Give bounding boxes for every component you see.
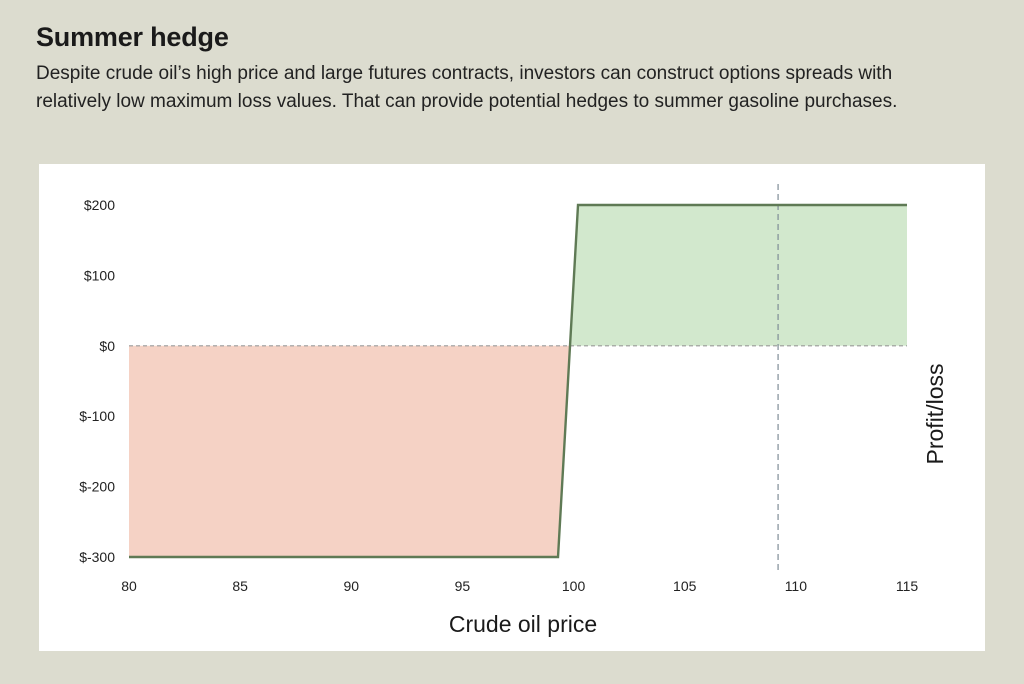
- x-tick-label: 100: [562, 578, 586, 594]
- reference-lines: [129, 184, 907, 571]
- y-tick-labels: $200 $100 $0 $-100 $-200 $-300: [79, 197, 115, 565]
- loss-area: [129, 345, 570, 557]
- series-layer: [129, 203, 907, 559]
- y-tick-label: $100: [84, 267, 115, 283]
- x-tick-label: 110: [785, 578, 808, 594]
- x-tick-label: 90: [343, 578, 359, 594]
- x-tick-label: 105: [673, 578, 697, 594]
- y-tick-label: $-300: [79, 549, 115, 565]
- x-tick-labels: 80 85 90 95 100 105 110 115: [121, 578, 918, 594]
- payoff-chart: 80 85 90 95 100 105 110 115 $200 $100 $0 $-100 $-20…: [79, 184, 948, 637]
- chart-title: Summer hedge: [36, 22, 229, 52]
- x-tick-label: 85: [232, 578, 248, 594]
- profit-area: [569, 205, 907, 346]
- y-tick-label: $200: [84, 197, 115, 213]
- payoff-line: [129, 203, 907, 559]
- chart-subtitle: Despite crude oil’s high price and large…: [36, 63, 898, 112]
- area-fills: [129, 205, 907, 557]
- x-tick-label: 115: [896, 578, 919, 594]
- y-tick-label: $-100: [79, 408, 115, 424]
- x-axis-title: Crude oil price: [449, 611, 597, 637]
- y-tick-label: $0: [99, 338, 115, 354]
- x-tick-label: 80: [121, 578, 137, 594]
- chart-panel: 80 85 90 95 100 105 110 115 $200 $100 $0 $-100 $-20…: [39, 164, 985, 651]
- y-tick-label: $-200: [79, 479, 115, 495]
- x-tick-label: 95: [455, 578, 471, 594]
- y-axis-title: Profit/loss: [922, 364, 948, 465]
